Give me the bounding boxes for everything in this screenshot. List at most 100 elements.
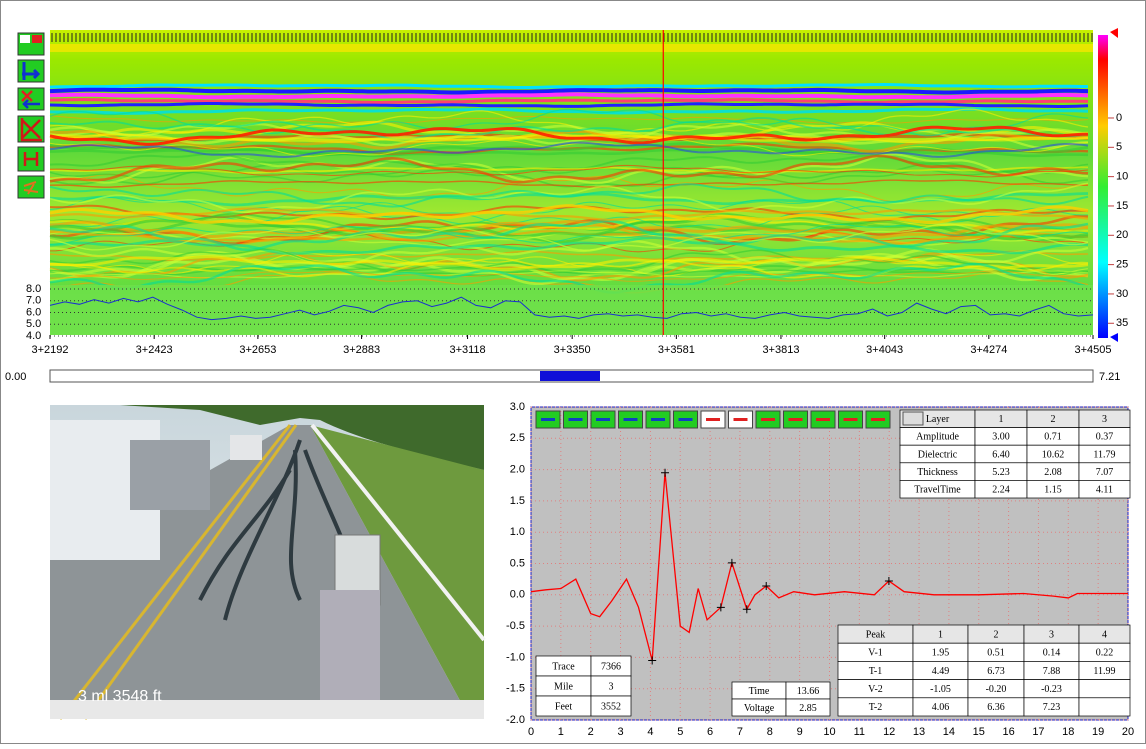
scroll-thumb[interactable] bbox=[540, 371, 600, 381]
y-tick-label: 1.5 bbox=[510, 495, 525, 507]
table-text: 3 bbox=[1102, 414, 1107, 425]
table-cell bbox=[1079, 698, 1130, 716]
depth-tick-label: 0 bbox=[1116, 112, 1122, 124]
icon bbox=[20, 35, 30, 43]
x-tick-label: 3+4505 bbox=[1074, 344, 1111, 356]
x-tick-label: 3+3350 bbox=[554, 344, 591, 356]
scroll-max-label: 7.21 bbox=[1099, 371, 1120, 383]
x-tick-label: 9 bbox=[797, 726, 803, 738]
table-text: T-1 bbox=[869, 666, 883, 677]
table-text: Layer bbox=[926, 414, 950, 425]
table-text: 0.14 bbox=[1043, 648, 1061, 659]
table-text: 13.66 bbox=[797, 686, 820, 697]
table-text: 0.51 bbox=[987, 648, 1005, 659]
table-text: 7.07 bbox=[1096, 467, 1114, 478]
y-tick-label: 0.0 bbox=[510, 589, 525, 601]
table-text: 7.23 bbox=[1043, 702, 1061, 713]
profile-tick-label: 6.0 bbox=[26, 306, 41, 318]
x-tick-label: 3+2423 bbox=[136, 344, 173, 356]
table-text: 10.62 bbox=[1042, 449, 1065, 460]
table-text: 2.08 bbox=[1044, 467, 1062, 478]
scroll-min-label: 0.00 bbox=[5, 371, 26, 383]
table-text: T-2 bbox=[869, 702, 883, 713]
table-text: 2 bbox=[1051, 414, 1056, 425]
video-frame: 3 ml 3548 ft bbox=[50, 405, 484, 719]
x-tick-label: 2 bbox=[588, 726, 594, 738]
depth-tick-label: 25 bbox=[1116, 259, 1128, 271]
table-text: Amplitude bbox=[916, 432, 959, 443]
table-text: -1.05 bbox=[930, 684, 951, 695]
x-tick-label: 3+3813 bbox=[762, 344, 799, 356]
table-text: 1 bbox=[999, 414, 1004, 425]
scrollbar[interactable] bbox=[50, 370, 1093, 382]
table-text: 3 bbox=[609, 681, 614, 692]
print-icon[interactable] bbox=[903, 412, 923, 425]
depth-tick-label: 35 bbox=[1116, 317, 1128, 329]
table-text: Mile bbox=[554, 681, 573, 692]
table-text: -0.23 bbox=[1041, 684, 1062, 695]
car bbox=[230, 435, 262, 460]
table-text: Thickness bbox=[917, 467, 958, 478]
x-tick-label: 3+2653 bbox=[239, 344, 276, 356]
table-text: 4.49 bbox=[932, 666, 950, 677]
y-tick-label: 0.5 bbox=[510, 557, 525, 569]
x-tick-label: 10 bbox=[823, 726, 835, 738]
x-tick-label: 20 bbox=[1122, 726, 1134, 738]
x-tick-label: 4 bbox=[647, 726, 653, 738]
color-bar bbox=[1098, 35, 1108, 338]
table-text: 2.24 bbox=[992, 484, 1010, 495]
table-text: 6.36 bbox=[987, 702, 1005, 713]
x-tick-label: 0 bbox=[528, 726, 534, 738]
y-tick-label: -1.5 bbox=[506, 683, 525, 695]
table-text: 6.73 bbox=[987, 666, 1005, 677]
depth-tick-label: 20 bbox=[1116, 229, 1128, 241]
x-tick-label: 16 bbox=[1002, 726, 1014, 738]
tool-button[interactable] bbox=[18, 60, 44, 82]
x-tick-label: 14 bbox=[943, 726, 955, 738]
table-text: 6.40 bbox=[992, 449, 1010, 460]
profile-tick-label: 5.0 bbox=[26, 318, 41, 330]
depth-tick-label: 10 bbox=[1116, 171, 1128, 183]
x-tick-label: 3+2192 bbox=[31, 344, 68, 356]
table-text: 7.88 bbox=[1043, 666, 1061, 677]
x-tick-label: 11 bbox=[854, 726, 865, 738]
x-tick-label: 3 bbox=[617, 726, 623, 738]
truck-bed bbox=[130, 440, 210, 510]
x-tick-label: 8 bbox=[767, 726, 773, 738]
y-tick-label: 3.0 bbox=[510, 401, 525, 413]
table-text: 2.85 bbox=[799, 703, 817, 714]
x-tick-label: 15 bbox=[973, 726, 985, 738]
table-text: Trace bbox=[552, 661, 575, 672]
depth-tick-label: 15 bbox=[1116, 200, 1128, 212]
table-text: 4.11 bbox=[1096, 484, 1113, 495]
y-tick-label: 2.5 bbox=[510, 432, 525, 444]
depth-tick-label: 30 bbox=[1116, 288, 1128, 300]
table-text: 1.95 bbox=[932, 648, 950, 659]
table-text: TravelTime bbox=[914, 484, 961, 495]
equipment-frame bbox=[320, 590, 380, 700]
table-text: 11.99 bbox=[1093, 666, 1115, 677]
table-text: 11.79 bbox=[1093, 449, 1115, 460]
tool-button[interactable] bbox=[18, 176, 44, 198]
table-text: 4.06 bbox=[932, 702, 950, 713]
profile-tick-label: 8.0 bbox=[26, 283, 41, 295]
y-tick-label: 1.0 bbox=[510, 526, 525, 538]
x-tick-label: 3+2883 bbox=[343, 344, 380, 356]
table-text: Dielectric bbox=[918, 449, 958, 460]
x-tick-label: 3+3118 bbox=[449, 344, 485, 356]
y-tick-label: -2.0 bbox=[506, 714, 525, 726]
y-tick-label: -0.5 bbox=[506, 620, 525, 632]
table-text: V-2 bbox=[868, 684, 883, 695]
x-tick-label: 12 bbox=[883, 726, 895, 738]
profile-background bbox=[50, 285, 1093, 335]
y-tick-label: -1.0 bbox=[506, 651, 525, 663]
x-tick-label: 5 bbox=[677, 726, 683, 738]
y-tick-label: 2.0 bbox=[510, 464, 525, 476]
table-text: 3 bbox=[1049, 629, 1054, 640]
icon bbox=[32, 35, 42, 43]
app-window: 0.00 7.21 3 ml 3548 ft 3.02.52.01.51.00.… bbox=[0, 0, 1146, 744]
table-text: 2 bbox=[994, 629, 999, 640]
x-tick-label: 3+4043 bbox=[866, 344, 903, 356]
table-text: 0.37 bbox=[1096, 432, 1114, 443]
profile-tick-label: 7.0 bbox=[26, 295, 41, 307]
